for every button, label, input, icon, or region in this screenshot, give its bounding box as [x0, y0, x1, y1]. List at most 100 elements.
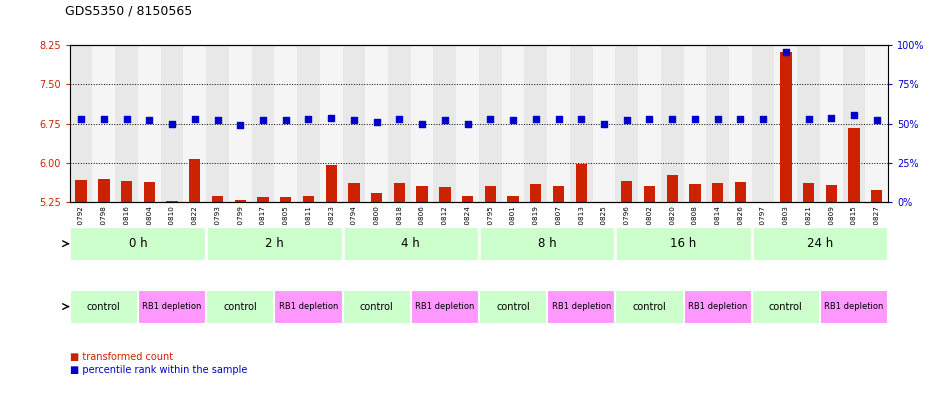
Point — [301, 116, 316, 122]
Bar — [138, 290, 206, 323]
Point — [824, 114, 839, 121]
Bar — [258, 196, 269, 202]
Bar — [206, 290, 274, 323]
Point — [483, 116, 498, 122]
Point — [528, 116, 543, 122]
Point — [210, 117, 225, 123]
Bar — [479, 227, 616, 261]
Text: RB1 depletion: RB1 depletion — [688, 302, 748, 311]
Bar — [775, 45, 797, 202]
Bar — [92, 45, 115, 202]
Bar — [803, 183, 815, 202]
Bar — [99, 179, 110, 202]
Bar — [417, 186, 428, 202]
Text: 24 h: 24 h — [807, 237, 833, 250]
Bar — [75, 180, 86, 202]
Bar — [616, 227, 751, 261]
Bar — [234, 200, 246, 202]
Bar — [485, 185, 496, 202]
Bar — [189, 160, 201, 202]
Text: 8 h: 8 h — [538, 237, 556, 250]
Text: control: control — [223, 301, 257, 312]
Bar — [576, 163, 587, 202]
Bar — [439, 187, 450, 202]
Bar — [252, 45, 274, 202]
Bar — [138, 45, 161, 202]
Bar — [206, 227, 342, 261]
Bar — [411, 290, 479, 323]
Text: control: control — [87, 301, 121, 312]
Bar — [592, 45, 616, 202]
Bar — [479, 290, 547, 323]
Bar — [320, 45, 342, 202]
Point — [437, 116, 452, 123]
Bar — [365, 45, 388, 202]
Bar — [501, 45, 525, 202]
Bar — [342, 227, 479, 261]
Point — [119, 116, 134, 122]
Text: control: control — [360, 301, 393, 312]
Bar — [280, 196, 291, 202]
Text: control: control — [632, 301, 666, 312]
Bar — [342, 45, 365, 202]
Bar — [161, 45, 183, 202]
Bar — [751, 45, 775, 202]
Text: control: control — [769, 301, 803, 312]
Text: RB1 depletion: RB1 depletion — [551, 302, 611, 311]
Point — [596, 121, 611, 127]
Point — [733, 116, 748, 122]
Text: 16 h: 16 h — [671, 237, 697, 250]
Point — [665, 116, 680, 122]
Bar — [121, 181, 132, 202]
Bar — [274, 290, 342, 323]
Point — [415, 121, 430, 127]
Bar — [797, 45, 820, 202]
Text: 4 h: 4 h — [402, 237, 420, 250]
Bar — [552, 185, 565, 202]
Bar — [70, 290, 138, 323]
Bar — [780, 52, 791, 202]
Bar — [684, 45, 706, 202]
Bar — [457, 45, 479, 202]
Bar — [212, 196, 223, 202]
Bar — [342, 290, 411, 323]
Point — [870, 117, 884, 123]
Text: ■ percentile rank within the sample: ■ percentile rank within the sample — [70, 365, 247, 375]
Bar — [706, 45, 729, 202]
Bar — [661, 45, 684, 202]
Point — [324, 114, 339, 121]
Point — [232, 122, 247, 128]
Bar — [183, 45, 206, 202]
Bar — [411, 45, 433, 202]
Point — [460, 121, 475, 127]
Bar — [729, 45, 751, 202]
Point — [347, 117, 362, 123]
Bar — [348, 183, 360, 202]
Point — [711, 116, 725, 122]
Bar — [274, 45, 297, 202]
Point — [801, 116, 816, 122]
Point — [165, 121, 179, 127]
Text: RB1 depletion: RB1 depletion — [142, 302, 202, 311]
Bar — [751, 227, 888, 261]
Point — [619, 116, 634, 123]
Point — [642, 116, 657, 122]
Point — [574, 116, 589, 122]
Text: GDS5350 / 8150565: GDS5350 / 8150565 — [65, 5, 193, 18]
Bar — [684, 290, 751, 323]
Bar — [530, 184, 541, 202]
Bar — [371, 193, 382, 202]
Bar — [871, 190, 883, 202]
Text: RB1 depletion: RB1 depletion — [824, 302, 884, 311]
Bar — [166, 201, 178, 202]
Point — [778, 49, 793, 55]
Bar — [712, 183, 724, 202]
Bar — [388, 45, 411, 202]
Bar — [667, 174, 678, 202]
Point — [256, 117, 271, 123]
Bar — [644, 185, 655, 202]
Point — [551, 116, 566, 122]
Bar — [826, 185, 837, 202]
Bar — [70, 45, 92, 202]
Bar — [616, 45, 638, 202]
